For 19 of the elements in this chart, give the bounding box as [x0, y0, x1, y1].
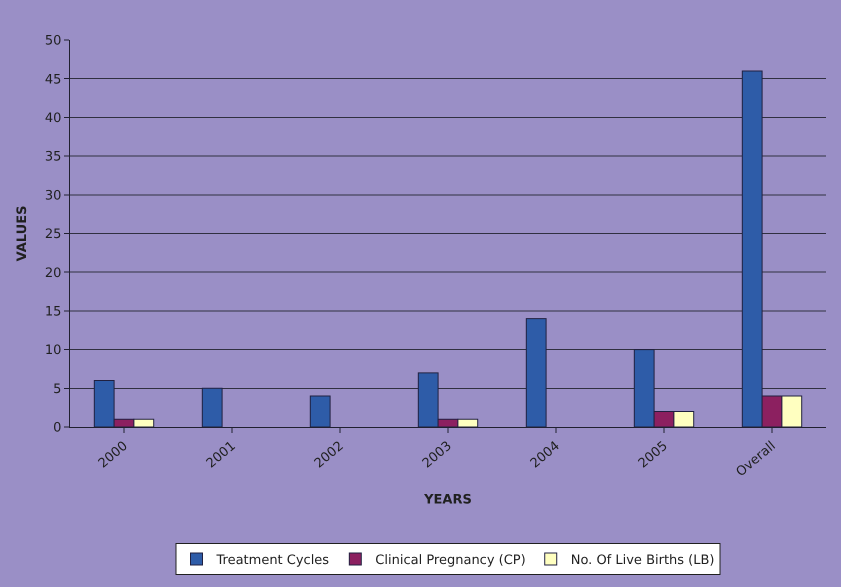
y-tick-label: 45 [44, 72, 62, 88]
bar [202, 388, 223, 427]
y-tick-label: 15 [44, 304, 62, 320]
bar [526, 318, 547, 427]
y-tick-label: 25 [44, 227, 62, 242]
legend-label: Treatment Cycles [216, 553, 330, 568]
x-axis-title: YEARS [423, 492, 472, 508]
legend-label: No. Of Live Births (LB) [570, 553, 714, 568]
y-tick-label: 20 [44, 266, 62, 281]
y-tick-label: 50 [44, 34, 62, 49]
y-tick-label: 0 [53, 420, 62, 436]
y-tick-label: 40 [44, 110, 62, 126]
legend-label: Clinical Pregnancy (CP) [375, 553, 526, 568]
y-tick-label: 30 [44, 188, 62, 204]
y-tick-label: 35 [44, 150, 62, 165]
bar [310, 396, 331, 427]
y-axis-title: VALUES [14, 206, 30, 262]
y-tick-label: 5 [53, 382, 62, 397]
y-tick-label: 10 [44, 343, 62, 358]
